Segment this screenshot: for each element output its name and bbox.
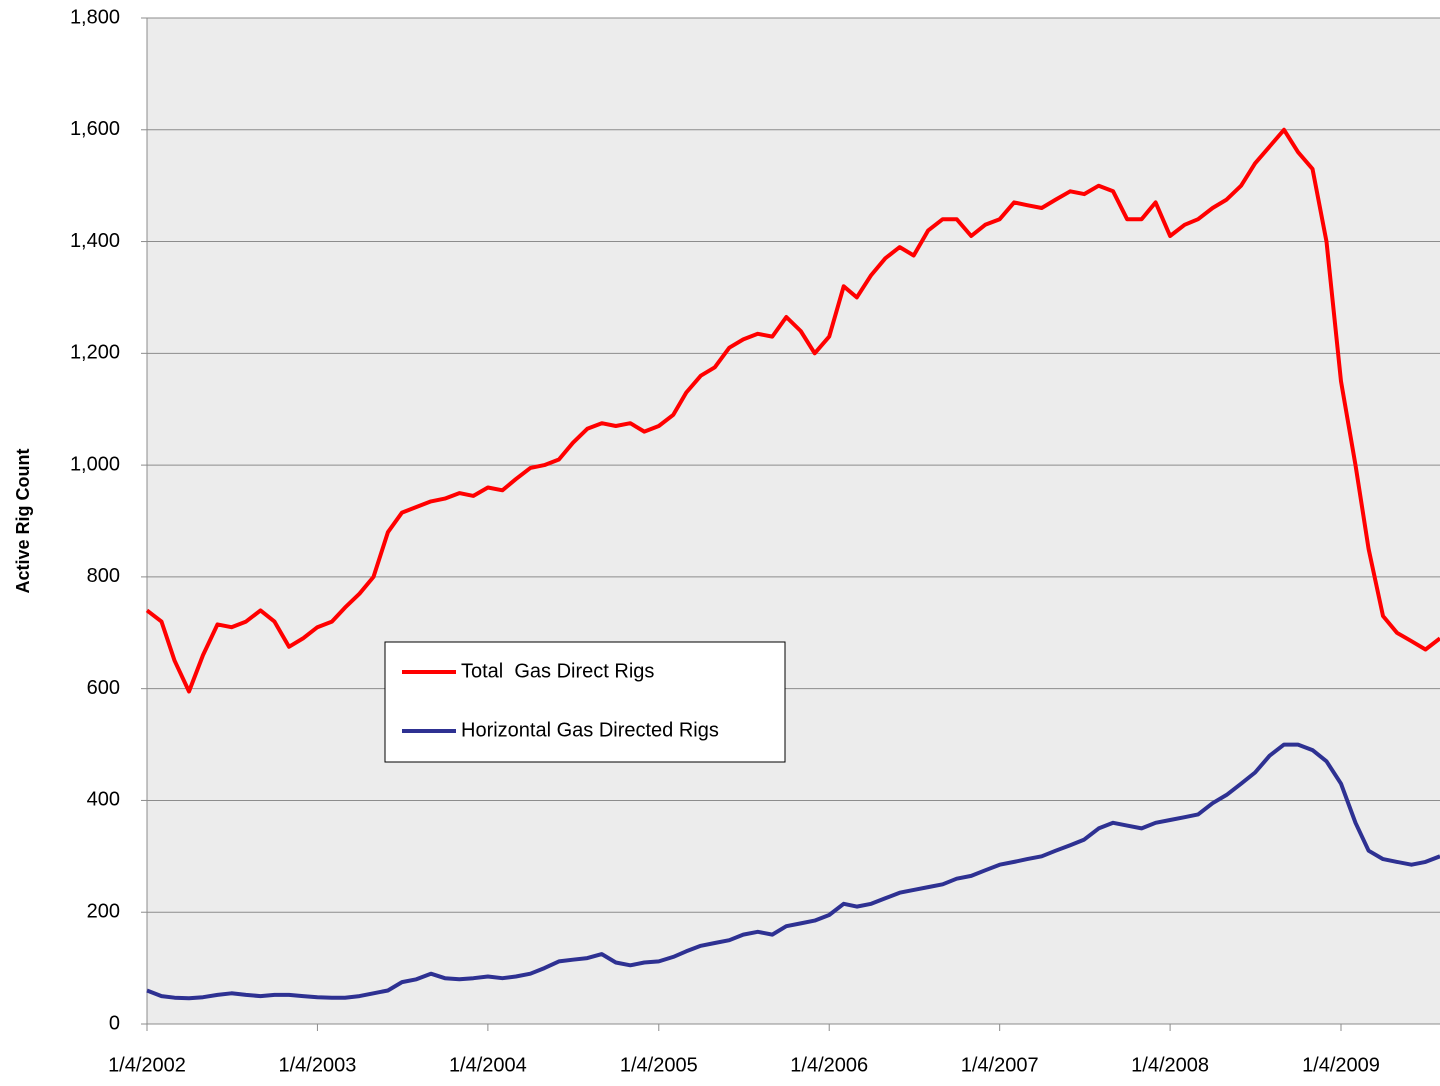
y-tick-label: 0 bbox=[109, 1012, 120, 1034]
x-tick-label: 1/4/2004 bbox=[449, 1054, 527, 1076]
y-tick-label: 1,000 bbox=[70, 453, 120, 475]
y-tick-label: 1,800 bbox=[70, 6, 120, 28]
plot-background bbox=[147, 18, 1440, 1024]
y-tick-label: 1,400 bbox=[70, 230, 120, 252]
legend-label: Total Gas Direct Rigs bbox=[461, 660, 654, 682]
y-tick-label: 1,600 bbox=[70, 118, 120, 140]
y-axis-label: Active Rig Count bbox=[13, 448, 33, 593]
legend-label: Horizontal Gas Directed Rigs bbox=[461, 719, 719, 741]
y-tick-label: 400 bbox=[87, 789, 120, 811]
x-tick-label: 1/4/2009 bbox=[1302, 1054, 1380, 1076]
x-tick-label: 1/4/2008 bbox=[1131, 1054, 1209, 1076]
x-tick-label: 1/4/2005 bbox=[620, 1054, 698, 1076]
x-tick-label: 1/4/2002 bbox=[108, 1054, 186, 1076]
y-tick-label: 200 bbox=[87, 901, 120, 923]
chart: Active Rig Count 0 200 400 600 800 1,000 1,200… bbox=[0, 0, 1440, 1081]
y-tick-label: 800 bbox=[87, 565, 120, 587]
page: {"chart_data": {"type": "line", "y_label… bbox=[0, 0, 1440, 1081]
x-tick-label: 1/4/2006 bbox=[790, 1054, 868, 1076]
x-tick-label: 1/4/2007 bbox=[961, 1054, 1039, 1076]
x-tick-label: 1/4/2003 bbox=[279, 1054, 357, 1076]
legend: Total Gas Direct Rigs Horizontal Gas Dire… bbox=[385, 642, 785, 762]
y-tick-label: 600 bbox=[87, 677, 120, 699]
y-tick-label: 1,200 bbox=[70, 342, 120, 364]
